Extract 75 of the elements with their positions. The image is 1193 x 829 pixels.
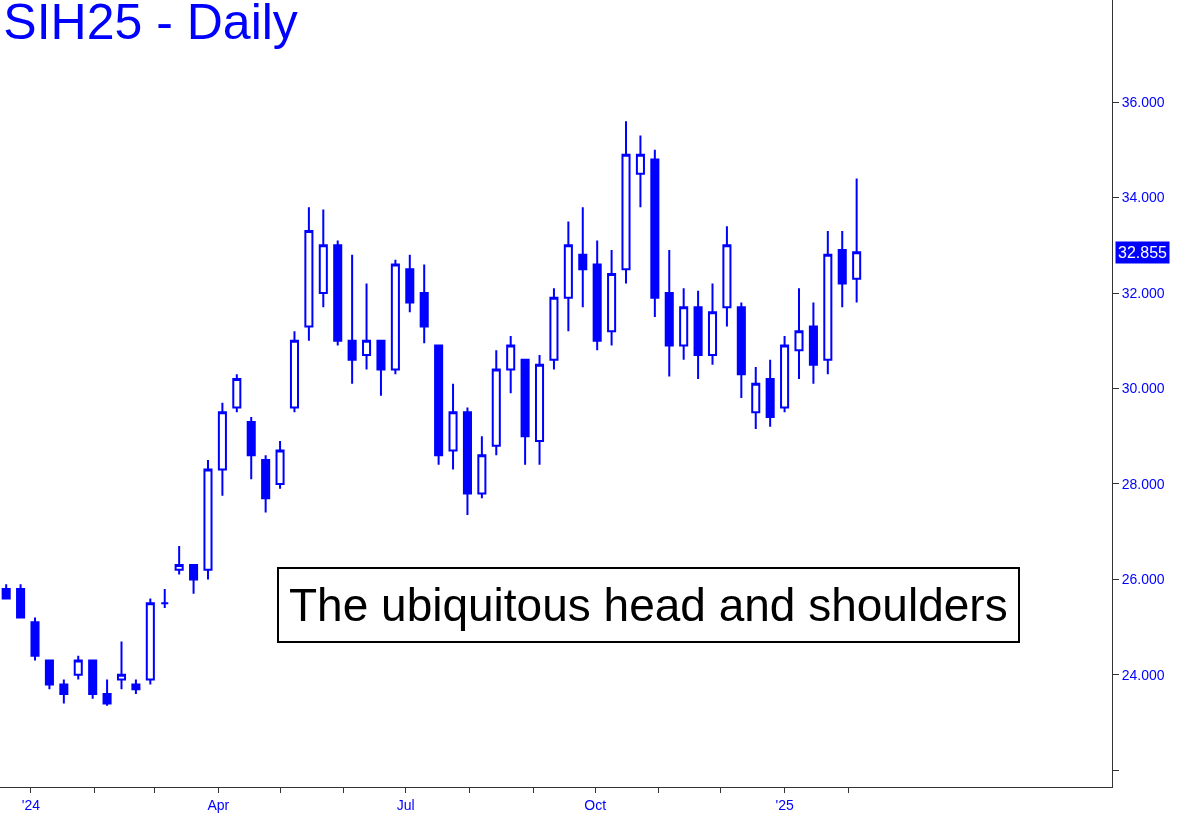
candlestick <box>520 358 530 466</box>
y-tick-label: 26.000 <box>1121 571 1165 588</box>
annotation: The ubiquitous head and shoulders <box>289 579 1008 631</box>
candlestick <box>289 330 300 414</box>
candlestick <box>405 253 415 314</box>
y-tick-label: 32.000 <box>1121 284 1165 301</box>
candlestick <box>44 659 54 691</box>
candlestick <box>635 134 645 209</box>
candlestick <box>794 287 804 380</box>
y-tick-label: 30.000 <box>1121 380 1165 397</box>
text: 32.855 <box>1118 244 1168 261</box>
y-tick-label: 24.000 <box>1121 666 1165 683</box>
candlestick <box>88 659 98 700</box>
candlestick <box>448 382 458 471</box>
candlestick <box>246 416 256 481</box>
candlestick <box>664 249 674 378</box>
candlestick <box>376 339 386 397</box>
candlestick <box>462 406 472 516</box>
candlestick <box>736 301 746 400</box>
candlestick <box>837 229 847 309</box>
candlestick <box>808 301 818 385</box>
candlestick <box>174 544 184 576</box>
x-tick-label: '24 <box>21 796 41 813</box>
x-tick-label: Oct <box>584 796 607 813</box>
candlestick <box>160 587 170 610</box>
candlestick <box>275 439 285 490</box>
candlestick <box>592 239 602 352</box>
y-tick-label: 36.000 <box>1121 94 1165 111</box>
candlestick <box>203 459 213 581</box>
candlestick <box>232 373 242 414</box>
candlestick <box>563 220 573 333</box>
candlestick <box>73 654 83 681</box>
candlestick <box>506 334 516 395</box>
candlestick <box>419 263 429 345</box>
x-tick-label: '25 <box>775 796 794 813</box>
candlestick <box>217 401 227 497</box>
candlestick <box>578 206 588 309</box>
candlestick <box>30 616 40 662</box>
candlestick <box>1 583 11 600</box>
y-tick-label: 28.000 <box>1121 475 1165 492</box>
candlestick <box>434 344 444 466</box>
candlestick <box>852 177 862 304</box>
candlestick <box>362 282 372 371</box>
candlestick <box>347 253 357 385</box>
y-tick-label: 34.000 <box>1121 189 1165 206</box>
candlestick <box>390 258 400 376</box>
candlestick <box>722 225 732 328</box>
candlestick <box>59 678 69 705</box>
candlestick <box>102 678 112 707</box>
candlestick <box>477 435 487 500</box>
candlestick <box>780 334 790 414</box>
candlestick <box>823 229 833 376</box>
candlestick <box>707 282 718 366</box>
candlestick <box>549 287 559 371</box>
candlestick <box>16 583 26 619</box>
candlestick <box>650 148 660 318</box>
candlestick <box>751 366 761 431</box>
candlestick <box>491 349 501 457</box>
x-tick-label: Apr <box>207 796 230 813</box>
candlestick <box>131 678 141 695</box>
candlestick <box>607 249 617 347</box>
candlestick <box>765 358 775 428</box>
candlestick <box>318 208 328 309</box>
candlestick <box>116 640 127 691</box>
candlestick <box>189 564 199 595</box>
candlestick <box>679 287 689 361</box>
candlestick <box>333 239 343 347</box>
x-tick-label: Jul <box>396 796 415 813</box>
candlestick <box>534 354 545 466</box>
candlestick <box>621 120 631 285</box>
candlestick <box>261 454 271 514</box>
chart-title: SIH25 - Daily <box>3 0 298 51</box>
candlestick <box>693 289 703 380</box>
candlestick <box>145 597 155 686</box>
candlestick <box>304 206 314 342</box>
